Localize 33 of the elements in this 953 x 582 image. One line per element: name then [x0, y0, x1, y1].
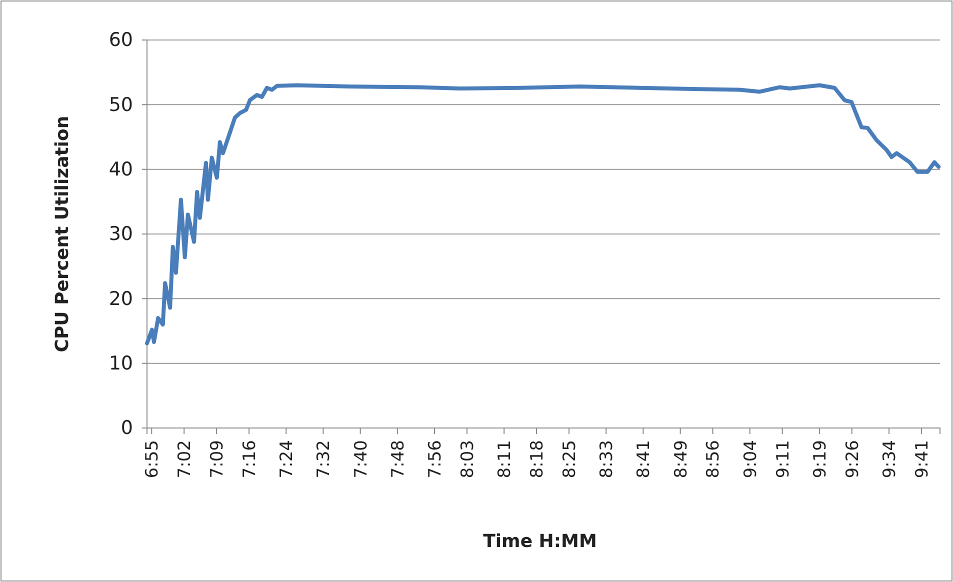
- y-tick-label: 60: [108, 29, 133, 52]
- y-tick-label: 20: [108, 288, 133, 310]
- x-tick-label: 8:11: [495, 440, 516, 478]
- x-tick-label: 7:16: [240, 440, 260, 478]
- x-tick-label: 8:25: [560, 440, 580, 478]
- x-tick-label: 9:34: [880, 440, 900, 478]
- x-tick-label: 9:26: [842, 440, 863, 478]
- x-tick-label: 8:56: [704, 440, 724, 478]
- x-tick-label: 7:02: [175, 440, 196, 478]
- y-tick-label: 30: [108, 223, 133, 246]
- x-tick-label: 7:32: [314, 440, 334, 478]
- x-tick-label: 9:19: [810, 440, 830, 478]
- x-tick-label: 7:09: [208, 440, 228, 478]
- x-tick-label: 7:24: [277, 440, 298, 478]
- x-tick-label: 6:55: [142, 440, 163, 478]
- y-tick-label: 50: [108, 94, 133, 116]
- x-tick-label: 8:33: [597, 440, 618, 478]
- y-tick-label: 0: [120, 417, 133, 440]
- line-series: [145, 83, 941, 346]
- x-axis-title: Time H:MM: [483, 531, 597, 552]
- x-tick-label: 8:03: [458, 440, 478, 478]
- x-tick-label: 7:48: [388, 440, 408, 478]
- x-tick-label: 8:41: [634, 440, 654, 478]
- x-tick-label: 9:41: [912, 440, 932, 478]
- x-tick-label: 9:04: [740, 440, 761, 478]
- x-tick-label: 8:49: [671, 440, 692, 478]
- x-tick-label: 8:18: [527, 440, 548, 478]
- x-tick-label: 9:11: [773, 440, 794, 478]
- x-tick-label: 7:40: [351, 440, 372, 478]
- y-axis-title: CPU Percent Utilization: [52, 116, 73, 352]
- y-tick-label: 10: [108, 352, 133, 374]
- x-tick-label: 7:56: [425, 440, 446, 478]
- y-tick-label: 40: [108, 158, 133, 180]
